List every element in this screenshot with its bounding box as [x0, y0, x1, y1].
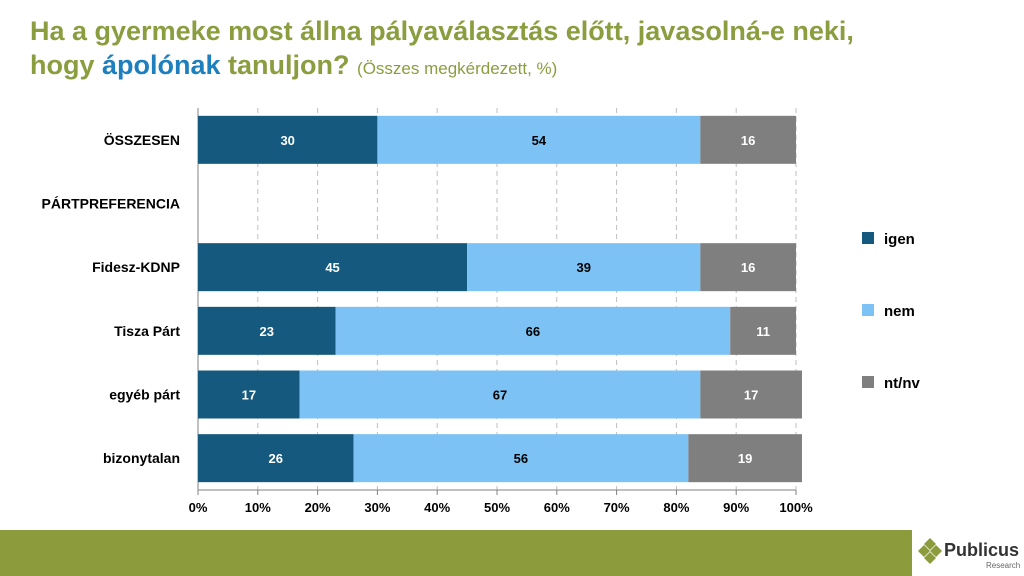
x-tick-label: 70%: [604, 500, 630, 515]
legend-label: igen: [884, 231, 915, 248]
footer-band: [0, 530, 912, 576]
title-line-2-post: tanuljon?: [220, 50, 350, 80]
publicus-logo: Publicus Research: [916, 534, 1024, 576]
bar-segment-igen: [198, 243, 468, 292]
data-label: 39: [576, 260, 590, 275]
bar-segment-nem: [467, 243, 701, 292]
category-label: ÖSSZESEN: [104, 132, 180, 148]
category-label: Tisza Párt: [114, 323, 180, 339]
x-tick-label: 20%: [305, 500, 331, 515]
legend-label: nem: [884, 303, 915, 320]
data-label: 67: [493, 388, 507, 403]
data-label: 23: [260, 324, 274, 339]
bar-segment-nem: [335, 306, 731, 355]
bar-segment-nem: [299, 370, 701, 419]
bar-segment-ntnv: [700, 115, 796, 164]
title-line-2-pre: hogy: [30, 50, 102, 80]
data-label: 19: [738, 451, 752, 466]
bar-segment-nem: [353, 434, 689, 483]
x-tick-label: 10%: [245, 500, 271, 515]
chart-title: Ha a gyermeke most állna pályaválasztás …: [30, 14, 1000, 86]
x-tick-label: 0%: [189, 500, 208, 515]
data-label: 30: [280, 133, 294, 148]
legend-swatch: [862, 304, 874, 316]
bar-segment-ntnv: [730, 306, 796, 355]
x-tick-label: 50%: [484, 500, 510, 515]
x-tick-label: 100%: [779, 500, 813, 515]
category-label: egyéb párt: [109, 387, 180, 403]
logo-mark-icon: [918, 538, 942, 564]
title-highlight: ápolónak: [102, 50, 221, 80]
logo-sub: Research: [986, 561, 1021, 570]
bar-segment-igen: [198, 434, 354, 483]
title-line-1: Ha a gyermeke most állna pályaválasztás …: [30, 16, 854, 46]
data-label: 16: [741, 133, 755, 148]
x-tick-label: 60%: [544, 500, 570, 515]
data-label: 56: [514, 451, 528, 466]
data-label: 16: [741, 260, 755, 275]
x-tick-label: 30%: [364, 500, 390, 515]
title-line-2: hogy ápolónak tanuljon? (Összes megkérde…: [30, 48, 1000, 86]
data-label: 17: [744, 388, 758, 403]
logo-name: Publicus: [944, 540, 1020, 560]
x-tick-label: 40%: [424, 500, 450, 515]
bar-segment-ntnv: [688, 434, 802, 483]
category-label: PÁRTPREFERENCIA: [42, 196, 180, 212]
category-label: Fidesz-KDNP: [92, 259, 180, 275]
x-tick-label: 90%: [723, 500, 749, 515]
legend-swatch: [862, 232, 874, 244]
bar-segment-igen: [198, 115, 378, 164]
legend-label: nt/nv: [884, 375, 920, 392]
data-label: 45: [325, 260, 339, 275]
bar-segment-nem: [377, 115, 701, 164]
data-label: 26: [269, 451, 283, 466]
data-label: 66: [526, 324, 540, 339]
legend-swatch: [862, 376, 874, 388]
bar-segment-ntnv: [700, 243, 796, 292]
stacked-bar-chart: 0% 10% 20% 30% 40% 50% 60% 70% 80% 90% 100% ÖSSZESE…: [42, 108, 920, 515]
bar-segment-ntnv: [700, 370, 802, 419]
data-label: 17: [242, 388, 256, 403]
data-label: 11: [756, 324, 770, 339]
data-label: 54: [532, 133, 547, 148]
chart-subtitle: (Összes megkérdezett, %): [357, 59, 558, 78]
bar-segment-igen: [198, 306, 336, 355]
category-label: bizonytalan: [103, 450, 180, 466]
bar-segment-igen: [198, 370, 300, 419]
x-tick-label: 80%: [663, 500, 689, 515]
